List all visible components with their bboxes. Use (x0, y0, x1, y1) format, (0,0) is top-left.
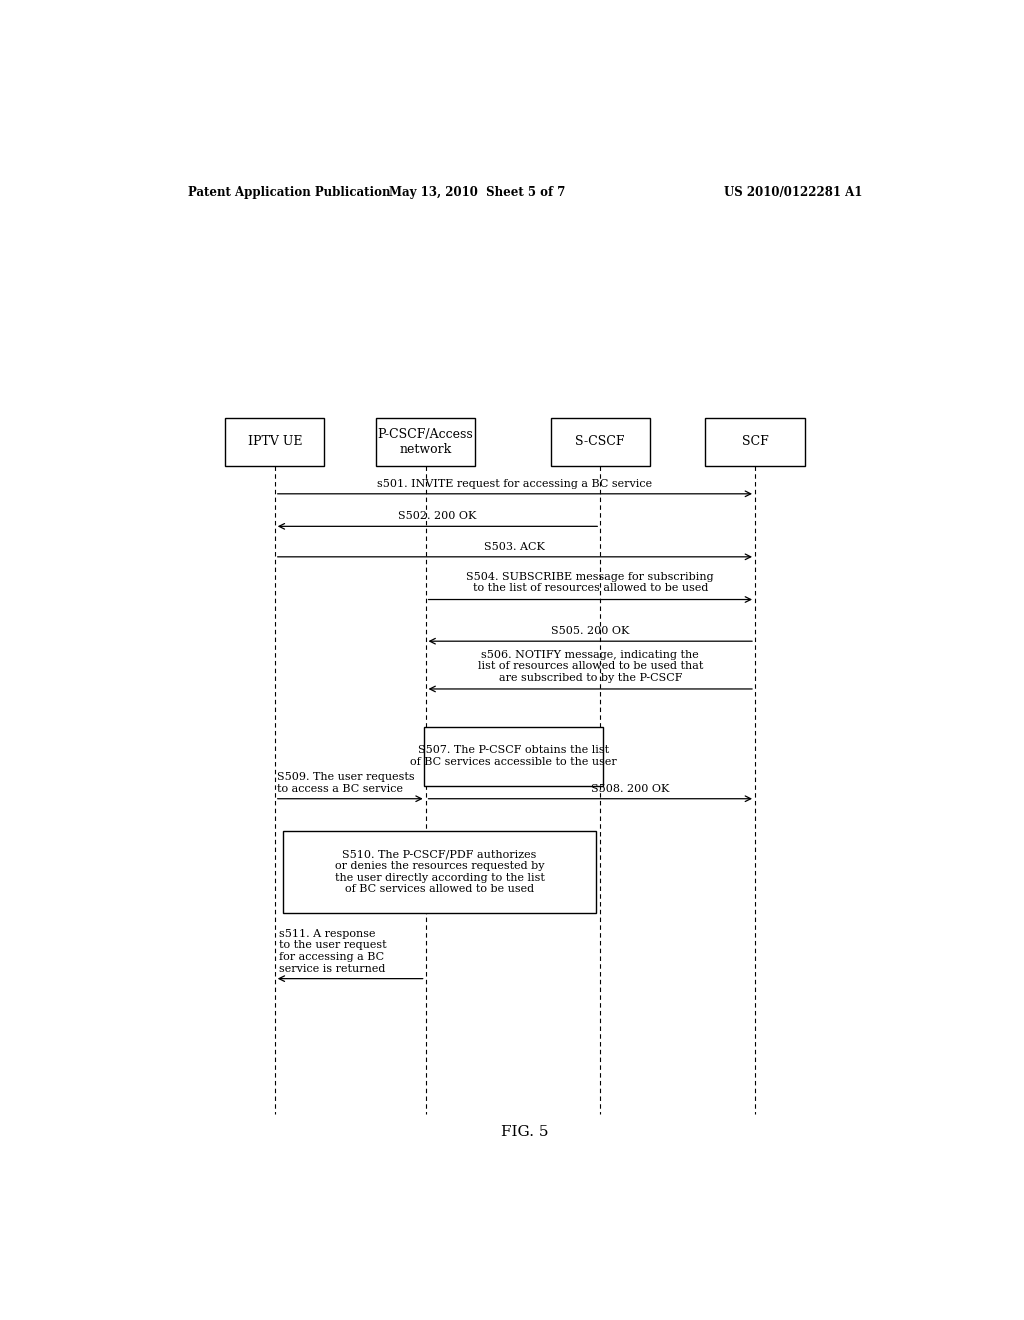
Text: S503. ACK: S503. ACK (484, 541, 546, 552)
Text: S508. 200 OK: S508. 200 OK (591, 784, 669, 793)
Text: S505. 200 OK: S505. 200 OK (551, 626, 630, 636)
Text: S502. 200 OK: S502. 200 OK (398, 511, 477, 521)
Text: FIG. 5: FIG. 5 (501, 1125, 549, 1139)
Bar (283, 832, 596, 912)
Text: IPTV UE: IPTV UE (248, 436, 302, 449)
Text: S509. The user requests
to access a BC service: S509. The user requests to access a BC s… (278, 772, 415, 793)
Text: SCF: SCF (741, 436, 768, 449)
Text: s506. NOTIFY message, indicating the
list of resources allowed to be used that
a: s506. NOTIFY message, indicating the lis… (477, 649, 702, 682)
Text: May 13, 2010  Sheet 5 of 7: May 13, 2010 Sheet 5 of 7 (389, 186, 565, 199)
Text: s501. INVITE request for accessing a BC service: s501. INVITE request for accessing a BC … (377, 479, 652, 488)
Text: S504. SUBSCRIBE message for subscribing
to the list of resources allowed to be u: S504. SUBSCRIBE message for subscribing … (467, 572, 714, 594)
Text: Patent Application Publication: Patent Application Publication (187, 186, 390, 199)
Text: P-CSCF/Access
network: P-CSCF/Access network (378, 428, 473, 455)
Text: S507. The P-CSCF obtains the list
of BC services accessible to the user: S507. The P-CSCF obtains the list of BC … (410, 746, 616, 767)
Bar (225, 417, 325, 466)
Bar (551, 417, 650, 466)
Bar (706, 417, 805, 466)
Bar (424, 726, 602, 785)
Text: S510. The P-CSCF/PDF authorizes
or denies the resources requested by
the user di: S510. The P-CSCF/PDF authorizes or denie… (335, 850, 545, 895)
Bar (376, 417, 475, 466)
Text: s511. A response
to the user request
for accessing a BC
service is returned: s511. A response to the user request for… (279, 929, 386, 974)
Text: S-CSCF: S-CSCF (575, 436, 625, 449)
Text: US 2010/0122281 A1: US 2010/0122281 A1 (724, 186, 862, 199)
